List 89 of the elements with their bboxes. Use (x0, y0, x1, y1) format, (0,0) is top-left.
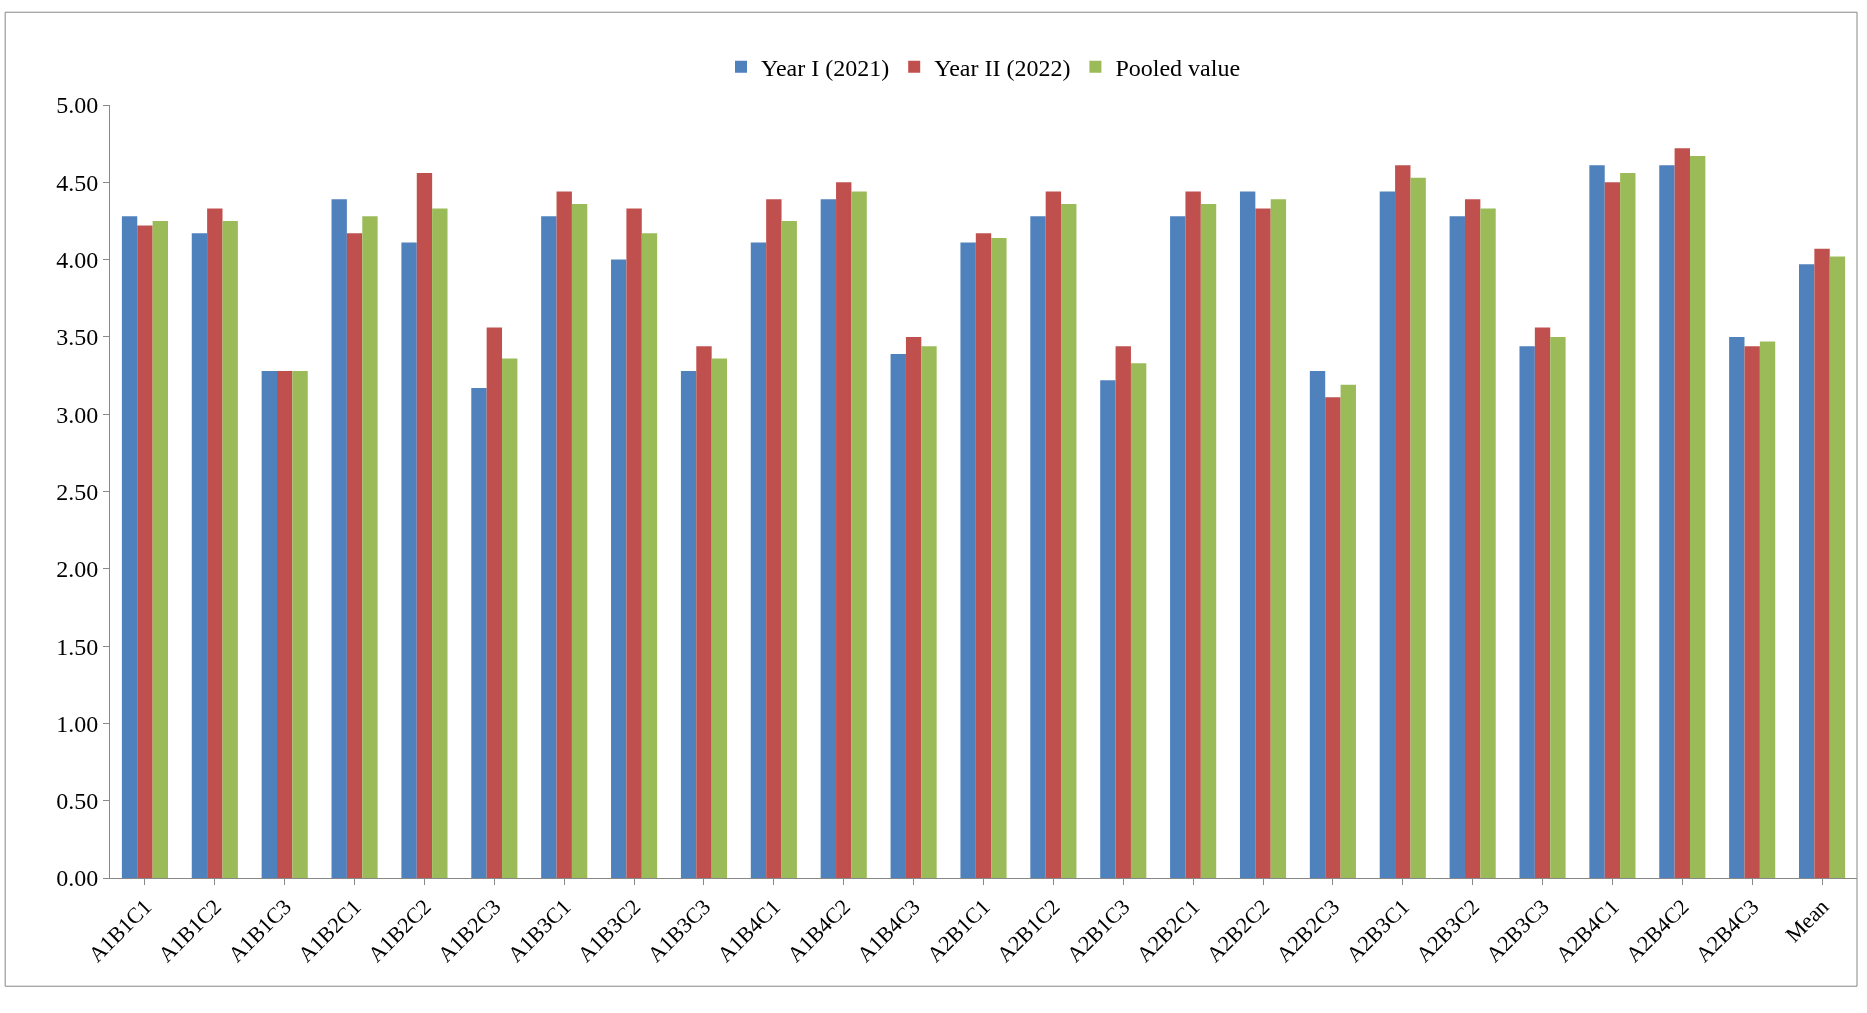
bar (1045, 191, 1062, 878)
y-tick-label: 1.50 (56, 633, 99, 660)
y-tick-label: 0.50 (56, 788, 99, 815)
bar (222, 220, 238, 878)
bar (401, 242, 417, 878)
bar (851, 191, 867, 878)
bar (611, 259, 627, 878)
bar (1200, 203, 1217, 878)
bar (1674, 148, 1690, 878)
bar (1115, 346, 1131, 878)
bar (432, 208, 448, 878)
bar (1799, 264, 1815, 878)
bar (1309, 370, 1326, 878)
bar (1255, 208, 1271, 878)
bar (1814, 248, 1830, 878)
y-tick-label: 1.00 (56, 710, 99, 737)
bar (750, 242, 767, 878)
bar (416, 173, 433, 878)
bar (1239, 191, 1256, 878)
bar (836, 182, 852, 878)
bar (1395, 165, 1411, 878)
bar (191, 233, 208, 878)
legend-label: Year II (2022) (934, 55, 1071, 81)
bar (921, 346, 937, 878)
bar (1729, 336, 1745, 878)
bar (1170, 216, 1186, 878)
y-tick-label: 3.50 (56, 324, 99, 351)
bar (486, 327, 503, 878)
y-tick-label: 4.00 (56, 247, 99, 273)
bar (1589, 165, 1605, 878)
bar (1130, 363, 1147, 878)
bar (331, 199, 347, 878)
bar (277, 370, 293, 878)
bar (1410, 177, 1426, 878)
bar (641, 233, 658, 878)
bar (680, 370, 697, 878)
bar (1659, 165, 1675, 878)
bar (1829, 256, 1846, 878)
bar (1100, 380, 1116, 878)
bar (711, 358, 728, 878)
bar (975, 233, 992, 878)
bar (781, 220, 797, 878)
bar (1534, 327, 1551, 878)
y-tick-label: 5.00 (56, 92, 99, 119)
bar (1270, 199, 1287, 878)
bar (1030, 216, 1046, 878)
bar (121, 216, 138, 878)
bar (1480, 208, 1496, 878)
bar (1620, 173, 1636, 878)
bar (1689, 156, 1706, 878)
bar (1604, 182, 1621, 878)
bar (626, 208, 642, 878)
bar (1185, 191, 1201, 878)
bar (766, 199, 782, 878)
bar (991, 237, 1007, 878)
bar (346, 233, 363, 878)
y-tick-label: 3.00 (56, 401, 99, 428)
bar (820, 199, 837, 878)
bar (1759, 341, 1776, 878)
bar (152, 220, 168, 878)
bar (1464, 199, 1481, 878)
bar (1061, 203, 1077, 878)
bar (1340, 384, 1356, 878)
bar (1449, 216, 1465, 878)
y-tick-label: 2.00 (56, 556, 99, 583)
bar (1744, 346, 1760, 878)
y-tick-label: 4.50 (56, 169, 99, 196)
bar (556, 191, 572, 878)
bar (1379, 191, 1396, 878)
y-tick-label: 2.50 (56, 478, 99, 505)
bar (905, 336, 922, 878)
bar (207, 208, 223, 878)
bar (502, 358, 518, 878)
bar (1519, 346, 1535, 878)
legend-label: Pooled value (1115, 55, 1241, 81)
bar (292, 370, 308, 878)
bar (1325, 397, 1341, 878)
bar (1550, 336, 1566, 878)
bar (471, 387, 487, 878)
bar (960, 242, 976, 878)
bar (696, 346, 712, 878)
bar (362, 216, 378, 878)
legend-label: Year I (2021) (761, 55, 890, 81)
bar (541, 216, 557, 878)
bar (261, 370, 278, 878)
bar (571, 203, 588, 878)
bar (137, 225, 153, 878)
bar (890, 353, 906, 878)
y-tick-label: 0.00 (56, 865, 99, 892)
